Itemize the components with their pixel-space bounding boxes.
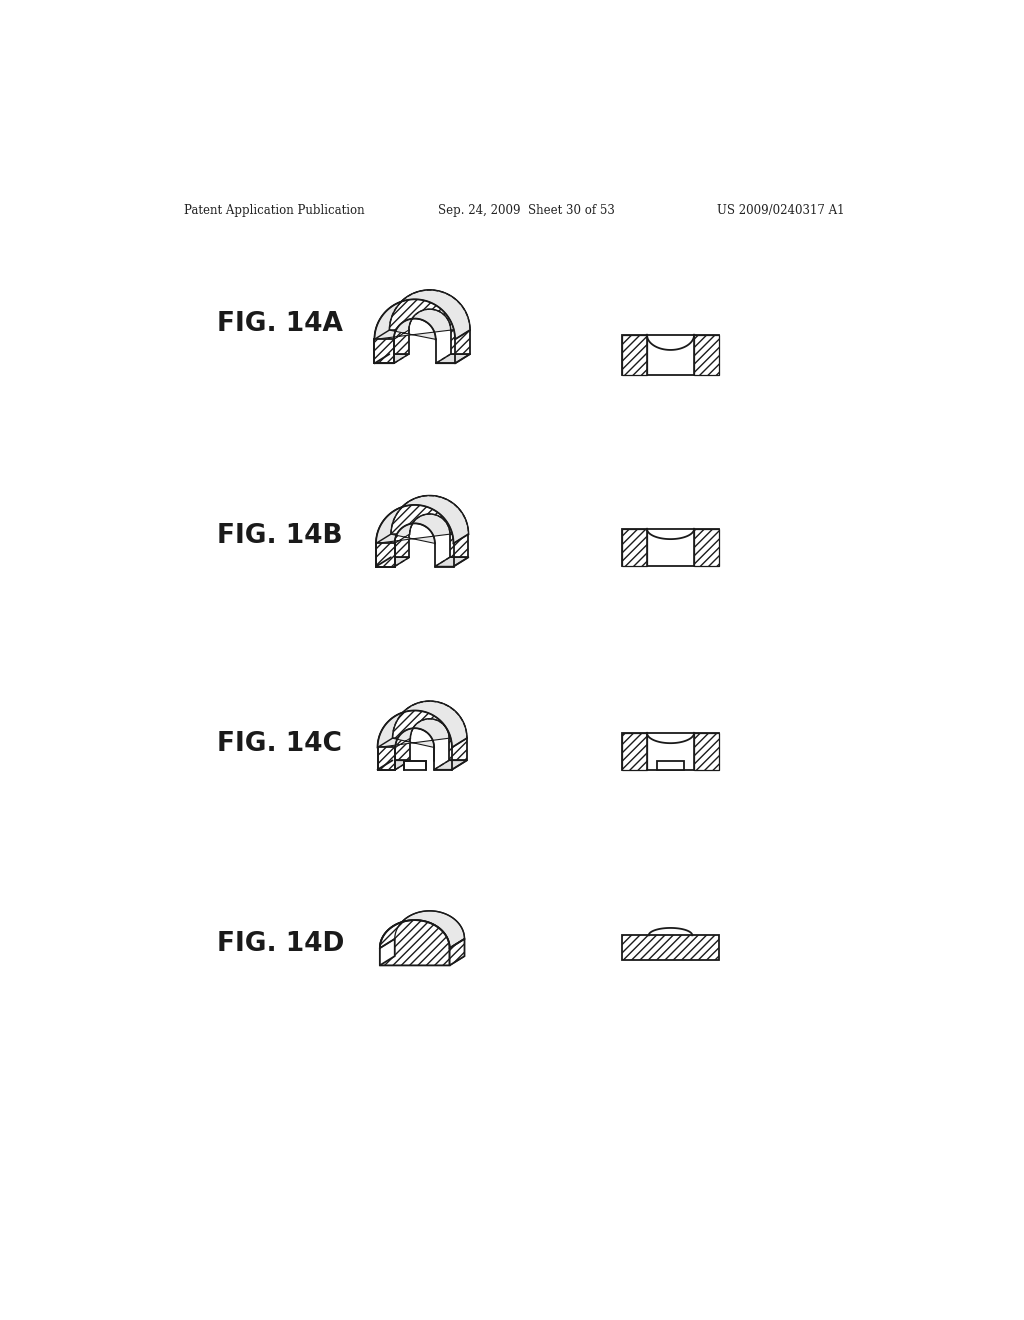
Polygon shape — [378, 747, 395, 770]
Polygon shape — [376, 557, 410, 566]
Polygon shape — [451, 330, 470, 354]
Polygon shape — [656, 760, 684, 770]
Text: FIG. 14C: FIG. 14C — [217, 730, 342, 756]
Polygon shape — [380, 939, 395, 965]
Polygon shape — [375, 339, 394, 363]
Polygon shape — [622, 529, 719, 566]
Polygon shape — [450, 939, 465, 965]
Polygon shape — [449, 738, 467, 760]
Text: FIG. 14A: FIG. 14A — [217, 312, 343, 337]
Polygon shape — [391, 535, 410, 557]
Polygon shape — [378, 701, 467, 747]
Polygon shape — [380, 920, 450, 965]
Polygon shape — [378, 760, 411, 770]
Polygon shape — [376, 544, 394, 566]
Text: Sep. 24, 2009  Sheet 30 of 53: Sep. 24, 2009 Sheet 30 of 53 — [438, 205, 614, 218]
Polygon shape — [375, 290, 470, 339]
Polygon shape — [434, 760, 467, 770]
Polygon shape — [389, 290, 470, 330]
Polygon shape — [622, 936, 719, 960]
Polygon shape — [694, 335, 719, 375]
Polygon shape — [622, 335, 647, 375]
Polygon shape — [380, 911, 465, 948]
Polygon shape — [450, 535, 468, 557]
Polygon shape — [395, 719, 440, 747]
Polygon shape — [622, 733, 719, 770]
Polygon shape — [389, 330, 409, 354]
Polygon shape — [375, 290, 468, 339]
Polygon shape — [694, 733, 719, 770]
Text: FIG. 14D: FIG. 14D — [217, 931, 344, 957]
Polygon shape — [394, 309, 441, 339]
Polygon shape — [394, 515, 441, 544]
Polygon shape — [376, 496, 468, 544]
Polygon shape — [622, 529, 647, 566]
Polygon shape — [694, 529, 719, 566]
Text: FIG. 14B: FIG. 14B — [217, 523, 343, 549]
Polygon shape — [391, 496, 468, 535]
Polygon shape — [392, 738, 411, 760]
Polygon shape — [435, 354, 470, 363]
Polygon shape — [622, 733, 647, 770]
Polygon shape — [435, 557, 468, 566]
Text: Patent Application Publication: Patent Application Publication — [183, 205, 365, 218]
Polygon shape — [375, 354, 409, 363]
Polygon shape — [622, 335, 719, 375]
Polygon shape — [380, 956, 465, 965]
Polygon shape — [403, 762, 426, 770]
Polygon shape — [378, 701, 465, 747]
Polygon shape — [392, 701, 467, 738]
Text: US 2009/0240317 A1: US 2009/0240317 A1 — [717, 205, 845, 218]
Polygon shape — [376, 496, 467, 544]
